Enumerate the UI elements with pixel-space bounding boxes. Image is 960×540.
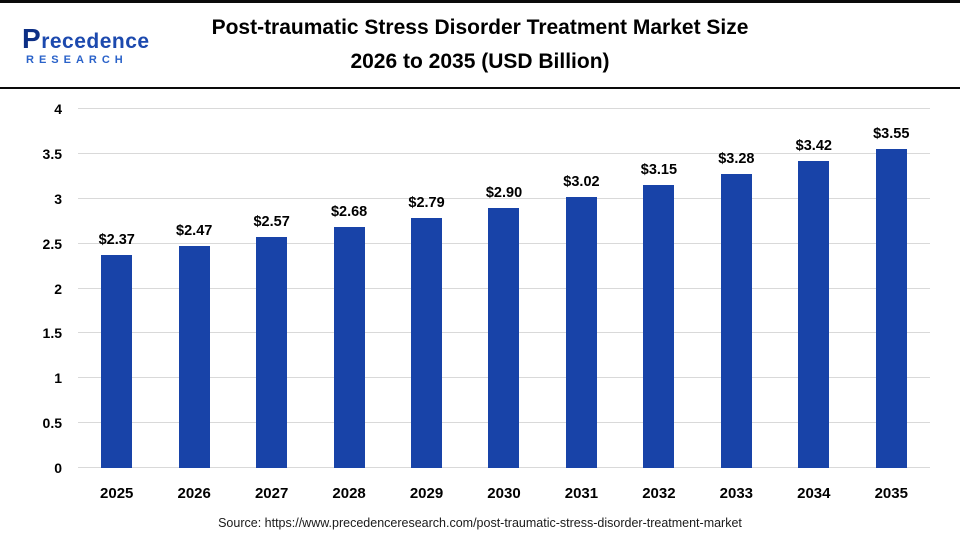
x-tick-label: 2027 — [254, 485, 289, 502]
bar — [256, 237, 288, 468]
bar-value-label: $3.15 — [640, 162, 678, 179]
bar-value-label: $2.37 — [98, 232, 135, 249]
bar-value-label: $2.47 — [176, 223, 213, 240]
bar-value-label: $3.28 — [718, 150, 755, 167]
x-tick-label: 2025 — [100, 485, 134, 502]
bar-value-label: $3.02 — [563, 173, 600, 190]
bar-column: $3.55 — [853, 109, 930, 468]
y-tick-label: 2.5 — [42, 235, 62, 252]
bar — [411, 217, 443, 468]
bar-value-label: $2.57 — [253, 214, 290, 231]
chart-title-line1: Post-traumatic Stress Disorder Treatment… — [211, 15, 749, 39]
bar-column: $2.79 — [388, 109, 465, 468]
y-tick-label: 4 — [54, 101, 62, 117]
bar-column: $3.42 — [775, 109, 852, 468]
bar-column: $3.28 — [698, 109, 775, 468]
gridline — [78, 152, 930, 154]
bar-value-label: $2.90 — [485, 184, 523, 201]
source-note: Source: https://www.precedenceresearch.c… — [218, 516, 742, 530]
y-tick-label: 1.5 — [42, 325, 62, 342]
y-tick-label: 1 — [54, 370, 62, 387]
x-tick-label: 2031 — [564, 485, 599, 502]
bars-row: $2.37 $2.47 $2.57 $2.68 $2.79 $2.90 $3.02 $3.15… — [78, 109, 930, 468]
bar-value-label: $3.42 — [795, 138, 832, 155]
x-tick-label: 2033 — [719, 485, 754, 502]
bar-value-label: $3.55 — [873, 126, 910, 143]
bar — [798, 161, 830, 468]
gridline — [78, 108, 930, 109]
bar-column: $2.57 — [233, 109, 310, 468]
bar-column: $2.90 — [465, 109, 542, 468]
y-tick-label: 0.5 — [42, 415, 62, 432]
axis-corner — [26, 468, 78, 506]
bar-value-label: $2.79 — [408, 194, 445, 211]
logo-name: Precedence — [22, 22, 150, 54]
y-tick-label: 2 — [54, 280, 62, 297]
bar — [643, 185, 675, 468]
bar-column: $3.02 — [543, 109, 620, 468]
chart-grid: 0 0.5 1 1.5 2 2.5 3 3.5 4 $2.37 $2.47 $2.57 $2.68 $2… — [26, 101, 930, 506]
chart-title: Post-traumatic Stress Disorder Treatment… — [0, 11, 960, 79]
x-tick-label: 2030 — [487, 485, 521, 502]
x-axis: 2025 2026 2027 2028 2029 2030 2031 2032 2033 2034… — [78, 468, 930, 506]
bar — [178, 246, 210, 468]
y-tick-label: 0 — [54, 460, 62, 476]
y-tick-label: 3.5 — [42, 145, 62, 162]
y-tick-label: 3 — [54, 190, 62, 207]
bar-chart: 0 0.5 1 1.5 2 2.5 3 3.5 4 $2.37 $2.47 $2.57 $2.68 $2… — [0, 89, 960, 506]
gridline — [78, 197, 930, 199]
x-tick-label: 2032 — [642, 485, 676, 502]
bar-value-label: $2.68 — [330, 204, 368, 221]
x-tick-label: 2034 — [797, 485, 831, 502]
bar-column: $2.47 — [155, 109, 232, 468]
bar — [333, 227, 365, 468]
plot-area: $2.37 $2.47 $2.57 $2.68 $2.79 $2.90 $3.02 $3.15… — [78, 108, 930, 468]
precedence-research-logo: Precedence RESEARCH — [22, 24, 150, 67]
x-tick-label: 2035 — [874, 485, 908, 502]
chart-header: Precedence RESEARCH Post-traumatic Stres… — [0, 3, 960, 89]
chart-title-line2: 2026 to 2035 (USD Billion) — [350, 50, 610, 73]
y-axis: 0 0.5 1 1.5 2 2.5 3 3.5 4 — [26, 101, 78, 476]
bar — [565, 196, 597, 468]
bar-column: $2.68 — [310, 109, 387, 468]
x-tick-label: 2028 — [332, 485, 366, 502]
x-tick-label: 2029 — [409, 485, 444, 502]
bar — [875, 149, 907, 468]
logo-subtitle: RESEARCH — [26, 53, 128, 66]
bar-column: $3.15 — [620, 109, 697, 468]
bar — [488, 207, 520, 468]
bar — [101, 255, 133, 468]
bar — [720, 173, 752, 468]
x-tick-label: 2026 — [177, 485, 211, 502]
bar-column: $2.37 — [78, 109, 155, 468]
